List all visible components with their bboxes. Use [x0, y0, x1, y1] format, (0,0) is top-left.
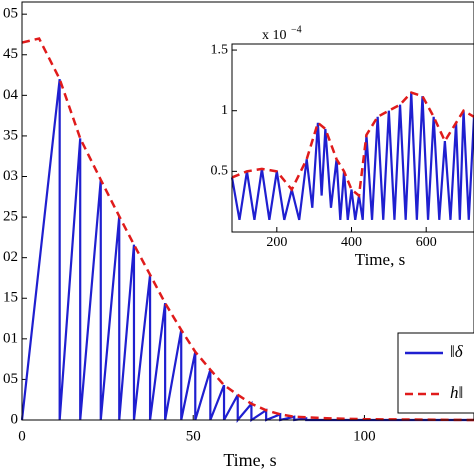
- y-tick-label: 03: [3, 168, 18, 184]
- legend-label: h‖: [450, 383, 463, 402]
- legend-label: ‖δ: [450, 342, 464, 361]
- plot-frame: [231, 43, 474, 233]
- y-tick-label: 1.5: [211, 42, 229, 57]
- x-axis-label: Time, s: [223, 450, 276, 470]
- axis-multiplier: x 10: [262, 28, 287, 43]
- y-tick-label: 1: [221, 103, 228, 118]
- y-tick-label: 45: [3, 46, 18, 62]
- y-tick-label: 0.5: [211, 164, 229, 179]
- x-tick-label: 50: [186, 428, 201, 444]
- y-tick-label: 05: [3, 6, 18, 22]
- data-line: [21, 37, 474, 422]
- data-line: [231, 91, 474, 199]
- y-tick-label: 04: [3, 87, 19, 103]
- y-tick-label: 0: [11, 411, 19, 427]
- data-line: [20, 78, 474, 424]
- y-tick-label: 15: [3, 290, 18, 306]
- x-tick-label: 100: [353, 428, 376, 444]
- y-tick-label: 35: [3, 127, 18, 143]
- x-axis-label: Time, s: [355, 250, 405, 269]
- y-tick-label: 01: [3, 330, 18, 346]
- y-tick-label: 02: [3, 249, 18, 265]
- legend-box: [397, 332, 474, 414]
- x-tick-label: 400: [341, 235, 362, 250]
- x-tick-label: 600: [416, 235, 437, 250]
- y-tick-label: 05: [3, 371, 18, 387]
- axis-multiplier-exponent: −4: [291, 24, 302, 35]
- x-tick-label: 200: [266, 235, 287, 250]
- plot-frame: [21, 1, 474, 421]
- y-tick-label: 25: [3, 209, 18, 225]
- x-tick-label: 0: [18, 428, 26, 444]
